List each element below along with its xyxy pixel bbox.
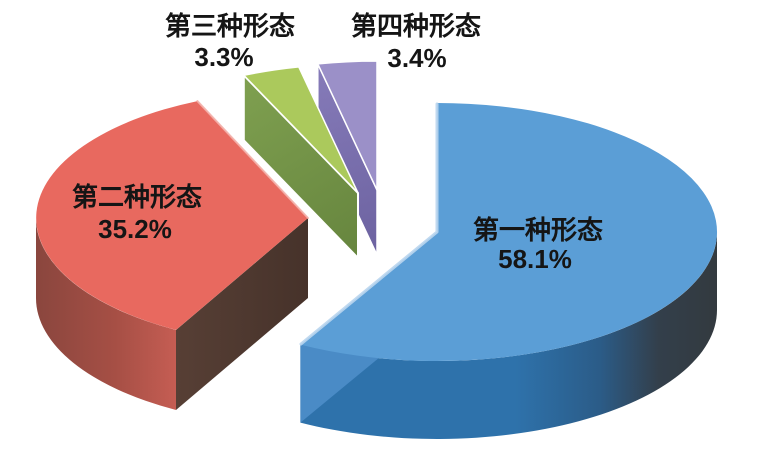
slice-1-highlight-edge (299, 102, 439, 346)
slice-2-highlight-edge (196, 100, 309, 219)
slice-3-top-face (242, 66, 359, 194)
pie-slice-1 (299, 102, 718, 439)
slice-2-cut-wall (176, 218, 308, 410)
slice-1-value: 58.1% (498, 244, 572, 274)
pie-slice-2 (35, 100, 309, 410)
slice-4-top-face (316, 60, 378, 191)
slice-4-label: 第四种形态 (351, 11, 481, 41)
slice-1-top-face (300, 103, 718, 362)
slice-1-rim-side (300, 232, 717, 439)
slice-2-label: 第二种形态 (72, 182, 202, 212)
slice-1-label: 第一种形态 (473, 215, 603, 245)
slice-labels: 第三种形态 3.3% 第四种形态 3.4% 第二种形态 35.2% 第一种形态 … (72, 11, 603, 274)
slice-3-value: 3.3% (194, 42, 253, 72)
pie-slice-3 (242, 66, 359, 261)
slice-2-top-face (36, 101, 309, 330)
slice-4-value: 3.4% (387, 43, 446, 73)
slice-2-rim-side (35, 218, 177, 410)
slice-2-value: 35.2% (98, 214, 172, 244)
pie-slice-4 (316, 60, 378, 256)
slice-3-label: 第三种形态 (165, 11, 295, 41)
